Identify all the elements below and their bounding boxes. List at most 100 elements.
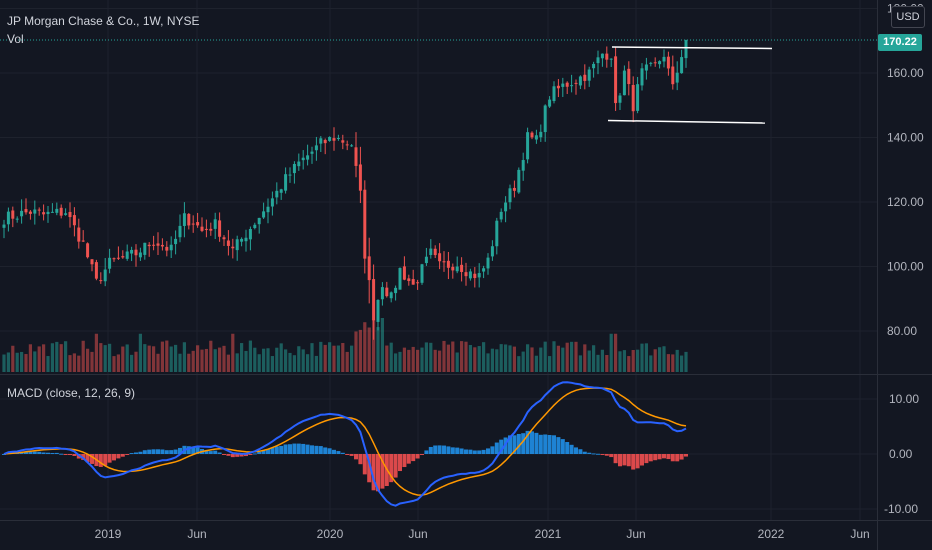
macd-histogram-bar [530, 431, 534, 454]
macd-histogram-bar [547, 435, 552, 454]
volume-bar [125, 344, 129, 372]
time-axis-label: Jun [408, 527, 427, 541]
macd-histogram-bar [670, 454, 675, 462]
volume-bar [187, 353, 191, 372]
volume-bar [499, 344, 503, 372]
volume-bar [512, 346, 516, 372]
macd-histogram-bar [644, 454, 649, 464]
macd-histogram-bar [574, 447, 578, 454]
volume-bar [666, 354, 670, 372]
candle-body [301, 157, 305, 161]
macd-histogram-bar [116, 454, 121, 459]
candle-body [191, 223, 195, 225]
candle-body [504, 202, 508, 212]
candle-body [605, 53, 609, 60]
macd-histogram-bar [424, 450, 429, 454]
candle-body [578, 76, 582, 86]
macd-histogram-bar [134, 452, 138, 454]
candle-body [108, 257, 112, 269]
candle-body [380, 287, 384, 300]
candle-body [398, 268, 402, 290]
macd-histogram-bar [380, 454, 385, 489]
macd-histogram-bar [552, 435, 556, 454]
macd-histogram-bar [587, 452, 592, 454]
macd-histogram-bar [283, 444, 288, 454]
volume-bar [332, 345, 336, 372]
volume-bar [270, 356, 274, 372]
volume-bar [438, 350, 442, 372]
macd-histogram-bar [314, 445, 319, 454]
volume-bar [521, 351, 525, 372]
macd-histogram-bar [538, 434, 543, 454]
volume-bar [6, 352, 10, 372]
candle-body [55, 208, 59, 213]
symbol-title: JP Morgan Chase & Co., 1W, NYSE [7, 14, 200, 28]
macd-histogram-bar [310, 445, 314, 454]
macd-histogram-bar [516, 433, 521, 454]
macd-histogram-bar [164, 450, 169, 454]
macd-histogram-bar [648, 454, 653, 462]
volume-bar [248, 340, 252, 372]
candle-body [548, 99, 552, 107]
macd-histogram-bar [252, 453, 257, 455]
macd-histogram-bar [261, 450, 266, 454]
currency-button[interactable]: USD [891, 6, 925, 28]
macd-histogram-bar [525, 430, 530, 454]
candle-body [178, 225, 182, 238]
volume-bar [86, 348, 90, 372]
macd-histogram-bar [591, 453, 596, 455]
macd-histogram-bar [662, 454, 666, 459]
candle-body [2, 224, 6, 228]
candle-body [143, 242, 147, 255]
candle-body [455, 266, 459, 272]
volume-bar [644, 343, 648, 372]
candle-body [543, 105, 547, 133]
macd-histogram-bar [420, 454, 424, 455]
candle-body [81, 240, 85, 242]
macd-histogram-bar [274, 446, 279, 454]
candle-body [59, 207, 63, 216]
candle-body [367, 256, 371, 281]
candle-body [363, 189, 367, 259]
candle-body [530, 132, 534, 138]
price-axis-label: 80.00 [887, 324, 917, 338]
volume-bar [662, 346, 666, 372]
macd-histogram-bar [50, 452, 55, 454]
volume-bar [64, 341, 68, 372]
volume-bar [341, 343, 345, 372]
candle-body [508, 188, 512, 203]
candle-body [556, 85, 560, 89]
volume-bar [548, 356, 552, 372]
macd-histogram-bar [266, 449, 270, 454]
macd-histogram-bar [569, 444, 574, 454]
macd-histogram-bar [63, 454, 68, 455]
volume-bar [213, 349, 217, 372]
volume-bar [658, 347, 662, 372]
volume-bar [68, 355, 72, 372]
macd-histogram-bar [613, 454, 618, 464]
volume-bar [552, 341, 556, 372]
macd-histogram-bar [208, 451, 213, 454]
candle-body [24, 209, 28, 213]
macd-histogram-bar [565, 442, 570, 454]
volume-bar [323, 344, 327, 372]
volume-bar [473, 347, 477, 372]
time-axis-label: 2021 [535, 527, 562, 541]
volume-bar [90, 351, 94, 372]
volume-bar [336, 345, 340, 372]
volume-bar [675, 349, 679, 372]
candle-body [218, 220, 222, 237]
volume-bar [240, 343, 244, 372]
candle-body [222, 237, 226, 240]
volume-bar [653, 349, 657, 372]
macd-histogram-bar [499, 439, 504, 454]
macd-histogram-bar [486, 448, 490, 454]
candle-body [424, 256, 428, 264]
candle-body [354, 147, 358, 166]
volume-bar [81, 340, 85, 372]
price-axis-label: 120.00 [887, 195, 924, 209]
macd-histogram-bar [354, 454, 358, 460]
volume-bar [37, 346, 41, 372]
macd-histogram-bar [85, 454, 90, 463]
